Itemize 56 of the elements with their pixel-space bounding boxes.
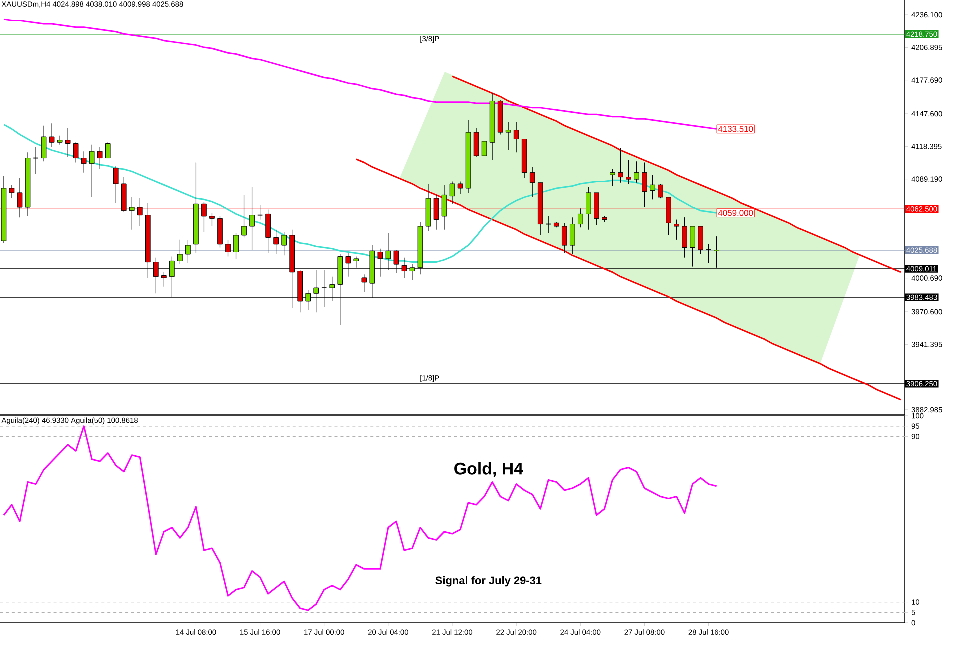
candlestick (658, 184, 664, 199)
candlestick (530, 166, 536, 198)
candlestick (450, 181, 456, 204)
candlestick (105, 142, 111, 159)
candlestick (65, 128, 71, 158)
candlestick (17, 178, 23, 218)
candlestick (634, 161, 640, 184)
candlestick (562, 222, 568, 254)
candlestick (570, 217, 576, 255)
candlestick (618, 148, 624, 184)
candlestick (210, 212, 215, 227)
candlestick (226, 240, 231, 258)
candlestick (682, 217, 688, 258)
candlestick (97, 146, 103, 170)
candlestick (442, 184, 448, 230)
candlestick (578, 208, 584, 228)
candlestick (610, 169, 616, 187)
candlestick (234, 232, 239, 260)
candlestick (474, 128, 480, 158)
candlestick (698, 226, 704, 255)
candlestick (41, 126, 47, 162)
candlestick (138, 198, 143, 227)
candlestick (257, 204, 264, 220)
candlestick (162, 272, 167, 288)
candlestick (73, 142, 79, 164)
candlestick (674, 220, 680, 240)
candlestick (274, 230, 279, 255)
candlestick (250, 187, 255, 250)
candlestick (506, 122, 512, 151)
text: Signal for July 29-31 (436, 576, 542, 587)
candlestick (81, 151, 87, 174)
candlestick (242, 194, 247, 238)
candlestick (202, 202, 207, 232)
candlestick (650, 174, 656, 200)
candlestick (49, 123, 55, 148)
candlestick (57, 136, 63, 146)
candlestick (282, 232, 287, 256)
candlestick (458, 181, 464, 194)
candlestick (514, 122, 520, 153)
annotation: 4133.510 (718, 126, 754, 132)
text: Gold, H4 (454, 462, 524, 478)
candlestick (266, 209, 271, 254)
candlestick (362, 274, 368, 293)
candlestick (178, 240, 183, 265)
candlestick (706, 244, 712, 264)
candlestick (482, 141, 488, 156)
candlestick (129, 197, 135, 230)
candlestick (113, 166, 119, 204)
candlestick (626, 160, 632, 184)
candlestick (642, 162, 648, 208)
candlestick (9, 184, 15, 199)
candlestick (586, 187, 592, 230)
candlestick (89, 144, 95, 198)
annotation: 4059.000 (718, 210, 754, 216)
candlestick (434, 194, 440, 230)
candlestick (186, 240, 191, 264)
